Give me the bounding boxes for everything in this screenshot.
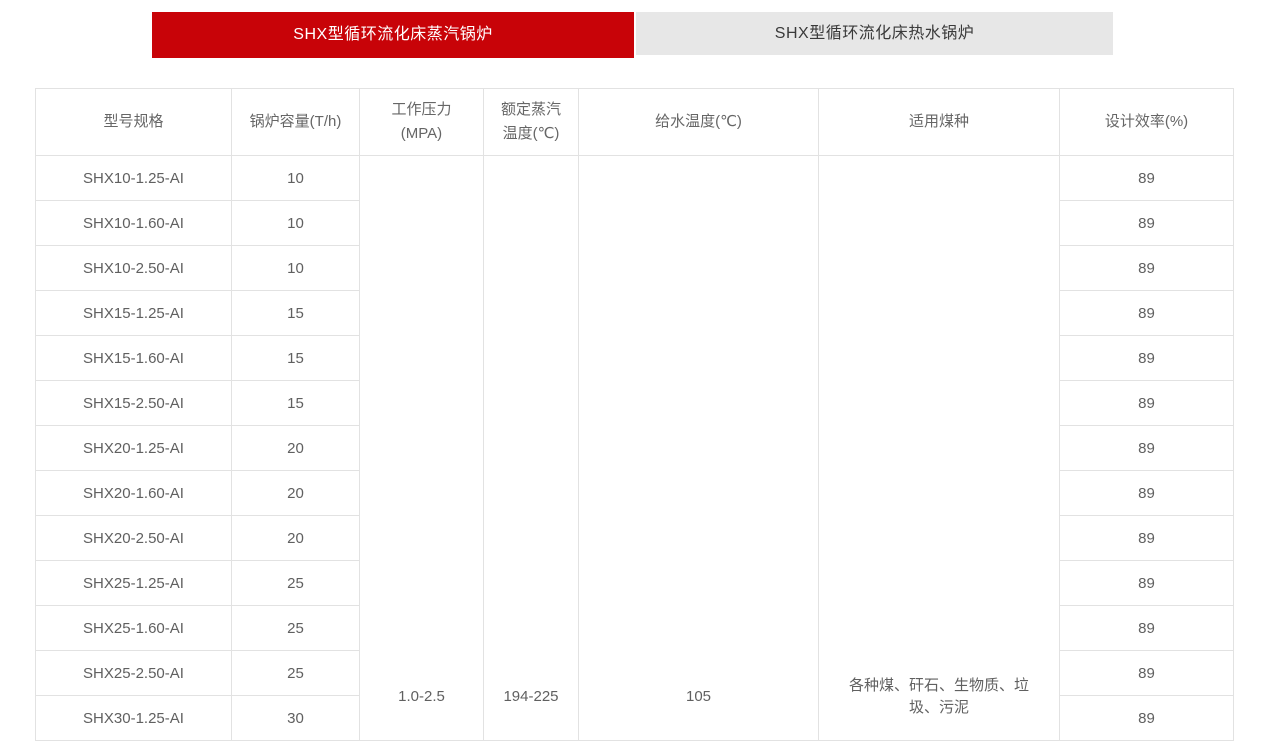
boiler-spec-table-container: 型号规格 锅炉容量(T/h) 工作压力 (MPA) 额定蒸汽 温度(℃) 给水温… <box>35 88 1234 741</box>
capacity-cell: 15 <box>231 335 360 381</box>
table-header-row: 型号规格 锅炉容量(T/h) 工作压力 (MPA) 额定蒸汽 温度(℃) 给水温… <box>35 88 1234 156</box>
coal-types-value: 各种煤、矸石、生物质、垃圾、污泥 <box>848 677 1029 716</box>
header-rated-steam-temp: 额定蒸汽 温度(℃) <box>483 88 579 156</box>
efficiency-cell: 89 <box>1059 335 1234 381</box>
efficiency-cell: 89 <box>1059 425 1234 471</box>
header-design-efficiency: 设计效率(%) <box>1059 88 1234 156</box>
feed-water-temp-value: 105 <box>685 688 712 705</box>
efficiency-cell: 89 <box>1059 650 1234 696</box>
table-row: SHX30-1.25-AI 30 89 <box>35 695 1234 741</box>
capacity-cell: 15 <box>231 290 360 336</box>
capacity-cell: 25 <box>231 605 360 651</box>
model-cell: SHX20-1.25-AI <box>35 425 232 471</box>
capacity-cell: 20 <box>231 515 360 561</box>
working-pressure-merged-cell: 1.0-2.5 <box>359 155 484 741</box>
efficiency-cell: 89 <box>1059 200 1234 246</box>
rated-steam-temp-value: 194-225 <box>503 688 559 705</box>
rated-steam-temp-merged-cell: 194-225 <box>483 155 579 741</box>
tab-steam-boiler[interactable]: SHX型循环流化床蒸汽锅炉 <box>152 12 634 58</box>
efficiency-cell: 89 <box>1059 155 1234 201</box>
model-cell: SHX10-1.25-AI <box>35 155 232 201</box>
feed-water-temp-merged-cell: 105 <box>578 155 819 741</box>
efficiency-cell: 89 <box>1059 290 1234 336</box>
capacity-cell: 25 <box>231 650 360 696</box>
efficiency-cell: 89 <box>1059 560 1234 606</box>
model-cell: SHX25-2.50-AI <box>35 650 232 696</box>
model-cell: SHX25-1.60-AI <box>35 605 232 651</box>
tab-hot-water-boiler[interactable]: SHX型循环流化床热水锅炉 <box>636 12 1113 55</box>
table-row: SHX20-1.60-AI 20 89 <box>35 470 1234 516</box>
header-feed-water-temp: 给水温度(℃) <box>578 88 819 156</box>
table-row: SHX15-2.50-AI 15 89 <box>35 380 1234 426</box>
table-row: SHX20-2.50-AI 20 89 <box>35 515 1234 561</box>
table-row: SHX15-1.25-AI 15 89 <box>35 290 1234 336</box>
boiler-spec-table: 型号规格 锅炉容量(T/h) 工作压力 (MPA) 额定蒸汽 温度(℃) 给水温… <box>35 88 1234 741</box>
table-row: SHX15-1.60-AI 15 89 <box>35 335 1234 381</box>
capacity-cell: 20 <box>231 470 360 516</box>
table-row: SHX10-2.50-AI 10 89 <box>35 245 1234 291</box>
table-row: SHX25-1.25-AI 25 89 <box>35 560 1234 606</box>
model-cell: SHX30-1.25-AI <box>35 695 232 741</box>
table-row: SHX20-1.25-AI 20 89 <box>35 425 1234 471</box>
efficiency-cell: 89 <box>1059 380 1234 426</box>
header-capacity: 锅炉容量(T/h) <box>231 88 360 156</box>
capacity-cell: 30 <box>231 695 360 741</box>
efficiency-cell: 89 <box>1059 695 1234 741</box>
efficiency-cell: 89 <box>1059 470 1234 516</box>
capacity-cell: 10 <box>231 200 360 246</box>
table-row: SHX25-2.50-AI 25 89 <box>35 650 1234 696</box>
coal-types-merged-cell: 各种煤、矸石、生物质、垃圾、污泥 <box>818 155 1060 741</box>
model-cell: SHX20-2.50-AI <box>35 515 232 561</box>
efficiency-cell: 89 <box>1059 245 1234 291</box>
capacity-cell: 10 <box>231 155 360 201</box>
working-pressure-value: 1.0-2.5 <box>398 688 445 705</box>
efficiency-cell: 89 <box>1059 515 1234 561</box>
model-cell: SHX15-2.50-AI <box>35 380 232 426</box>
table-row: SHX10-1.60-AI 10 89 <box>35 200 1234 246</box>
model-cell: SHX10-2.50-AI <box>35 245 232 291</box>
efficiency-cell: 89 <box>1059 605 1234 651</box>
capacity-cell: 20 <box>231 425 360 471</box>
capacity-cell: 15 <box>231 380 360 426</box>
table-row: SHX10-1.25-AI 10 1.0-2.5 194-225 105 各种煤… <box>35 155 1234 741</box>
table-row: SHX25-1.60-AI 25 89 <box>35 605 1234 651</box>
model-cell: SHX15-1.25-AI <box>35 290 232 336</box>
header-working-pressure: 工作压力 (MPA) <box>359 88 484 156</box>
capacity-cell: 10 <box>231 245 360 291</box>
model-cell: SHX10-1.60-AI <box>35 200 232 246</box>
header-coal-types: 适用煤种 <box>818 88 1060 156</box>
model-cell: SHX20-1.60-AI <box>35 470 232 516</box>
boiler-type-tabs: SHX型循环流化床蒸汽锅炉 SHX型循环流化床热水锅炉 <box>0 0 1268 58</box>
capacity-cell: 25 <box>231 560 360 606</box>
model-cell: SHX15-1.60-AI <box>35 335 232 381</box>
model-cell: SHX25-1.25-AI <box>35 560 232 606</box>
header-model: 型号规格 <box>35 88 232 156</box>
